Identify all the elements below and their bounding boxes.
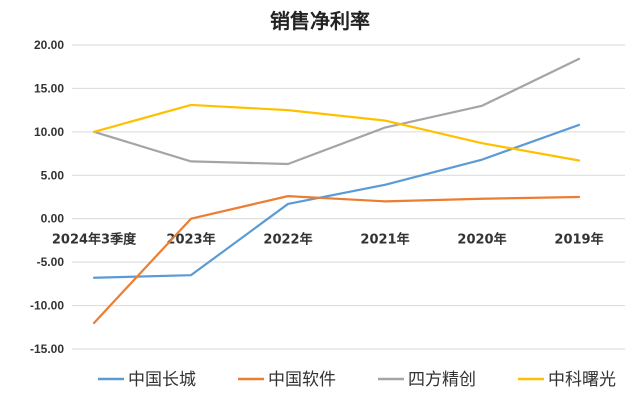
y-tick-label: 5.00 xyxy=(41,168,65,182)
y-tick-label: 10.00 xyxy=(34,125,64,139)
x-tick-label: 2020年 xyxy=(457,232,506,248)
legend-label: 中国长城 xyxy=(128,370,196,390)
x-tick-label: 2022年 xyxy=(263,232,312,248)
legend-label: 中国软件 xyxy=(268,370,336,390)
series-line-4 xyxy=(92,103,581,162)
y-tick-label: -10.00 xyxy=(30,299,64,313)
x-tick-label: 2024年3季度 xyxy=(52,232,137,248)
y-axis-tick-labels: 20.00 15.00 10.00 5.00 0.00 -5.00 -10.00 -15.00 xyxy=(30,38,64,356)
y-tick-label: 15.00 xyxy=(34,81,64,95)
legend: 中国长城 中国软件 四方精创 中科曙光 xyxy=(98,370,616,390)
x-axis-tick-labels: 2024年3季度 2023年 2022年 2021年 2020年 2019年 xyxy=(52,232,604,248)
x-tick-label: 2021年 xyxy=(360,232,409,248)
y-tick-label: 20.00 xyxy=(34,38,64,52)
gridlines xyxy=(72,44,625,350)
legend-item: 中国软件 xyxy=(238,370,336,390)
y-tick-label: -15.00 xyxy=(30,342,64,356)
legend-label: 四方精创 xyxy=(408,370,476,390)
legend-item: 中科曙光 xyxy=(518,370,616,390)
series-line-3 xyxy=(92,57,581,166)
legend-label: 中科曙光 xyxy=(548,370,616,390)
series-line-1 xyxy=(92,123,581,279)
legend-item: 四方精创 xyxy=(378,370,476,390)
x-tick-label: 2023年 xyxy=(166,232,215,248)
y-tick-label: -5.00 xyxy=(37,255,65,269)
legend-item: 中国长城 xyxy=(98,370,196,390)
y-tick-label: 0.00 xyxy=(41,212,65,226)
series-line-2 xyxy=(92,195,581,325)
x-tick-label: 2019年 xyxy=(554,232,603,248)
series-lines xyxy=(92,57,581,325)
chart-title: 销售净利率 xyxy=(270,9,370,33)
